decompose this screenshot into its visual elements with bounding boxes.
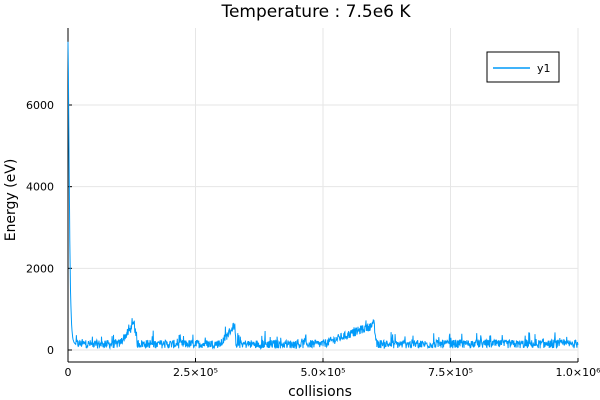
y-axis-label: Energy (eV) bbox=[3, 159, 19, 242]
x-tick-label-0: 0 bbox=[65, 366, 72, 379]
x-tick-label-4: 1.0×10⁶ bbox=[555, 366, 600, 379]
y-tick-label-0: 0 bbox=[47, 344, 54, 357]
x-tick-label-1: 2.5×10⁵ bbox=[173, 366, 218, 379]
grid bbox=[67, 28, 579, 362]
legend-box bbox=[486, 51, 560, 83]
tick-labels: 0 2.5×10⁵ 5.0×10⁵ 7.5×10⁵ 1.0×10⁶ 0 2000 4000 60… bbox=[26, 99, 600, 379]
y-tick-label-3: 6000 bbox=[26, 99, 54, 112]
legend-label-y1: y1 bbox=[537, 62, 551, 75]
x-axis-label: collisions bbox=[288, 384, 352, 400]
x-tick-label-3: 7.5×10⁵ bbox=[428, 366, 473, 379]
y-tick-label-2: 4000 bbox=[26, 181, 54, 194]
series-line-y1 bbox=[67, 41, 579, 351]
y-tick-label-1: 2000 bbox=[26, 262, 54, 275]
series-layer bbox=[67, 41, 579, 351]
legend: y1 bbox=[486, 51, 560, 83]
x-tick-label-2: 5.0×10⁵ bbox=[300, 366, 345, 379]
chart-title: Temperature : 7.5e6 K bbox=[220, 2, 411, 22]
